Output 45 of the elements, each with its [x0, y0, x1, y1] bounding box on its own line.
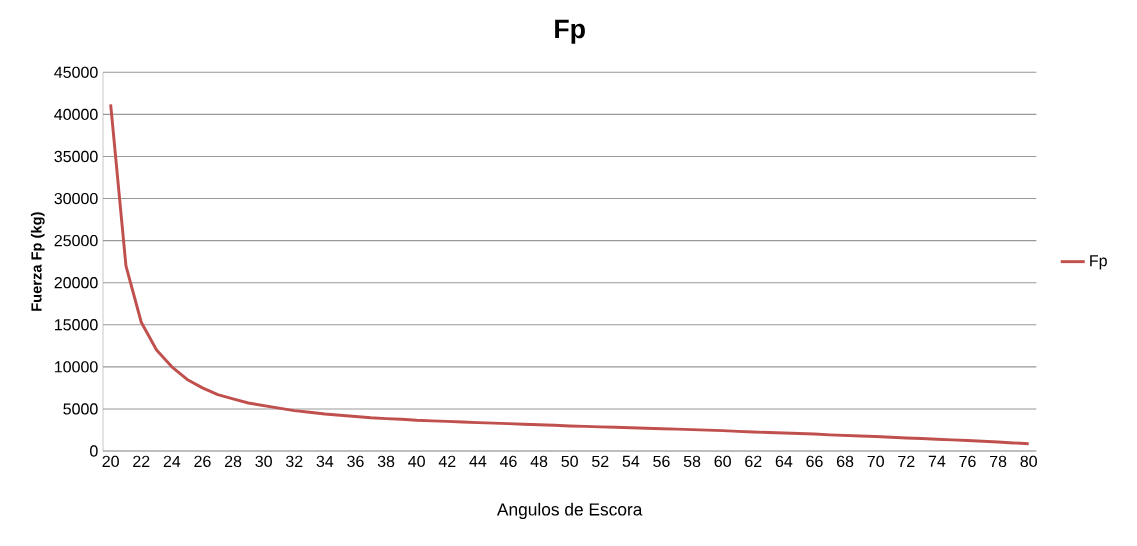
- x-tick-label: 64: [775, 455, 793, 468]
- x-tick-label: 80: [1020, 455, 1037, 468]
- x-tick-label: 30: [255, 455, 272, 468]
- x-tick-label: 26: [194, 455, 211, 468]
- x-tick-label: 56: [653, 455, 670, 468]
- legend-label: Fp: [1090, 255, 1107, 270]
- x-tick-label: 62: [745, 455, 762, 468]
- y-axis-title: Fuerza Fp (kg): [30, 212, 45, 311]
- x-tick-label: 66: [806, 455, 823, 468]
- x-tick-label: 34: [316, 455, 334, 468]
- y-tick-label: 20000: [54, 277, 98, 289]
- y-tick-label: 25000: [54, 234, 98, 247]
- x-tick-label: 24: [163, 455, 181, 467]
- y-tick-label: 5000: [63, 403, 98, 415]
- y-tick-label: 35000: [54, 150, 98, 163]
- x-tick-label: 78: [990, 455, 1007, 468]
- y-tick-label: 15000: [55, 319, 98, 331]
- x-axis-title: Angulos de Escora: [496, 502, 643, 520]
- y-tick-label: 0: [90, 445, 98, 457]
- x-tick-label: 36: [347, 455, 364, 468]
- y-tick-label: 10000: [55, 361, 98, 373]
- x-tick-label: 76: [959, 455, 976, 468]
- y-tick-label: 45000: [54, 66, 98, 78]
- x-tick-label: 58: [683, 455, 701, 468]
- x-tick-label: 60: [714, 455, 731, 468]
- y-tick-label: 40000: [54, 108, 98, 121]
- chart-title: Fp: [555, 19, 585, 44]
- x-tick-label: 44: [469, 455, 487, 467]
- x-tick-label: 48: [530, 455, 548, 468]
- x-tick-label: 46: [499, 455, 517, 468]
- x-tick-label: 20: [102, 455, 119, 468]
- x-tick-label: 42: [438, 455, 456, 467]
- x-tick-label: 32: [285, 455, 303, 468]
- x-tick-label: 50: [561, 455, 578, 468]
- y-tick-label: 30000: [54, 192, 98, 205]
- x-tick-label: 54: [622, 455, 640, 467]
- x-tick-label: 68: [837, 455, 854, 468]
- x-tick-label: 52: [592, 455, 609, 468]
- x-tick-label: 38: [377, 455, 395, 468]
- x-tick-label: 28: [224, 455, 242, 468]
- x-tick-label: 22: [133, 455, 150, 467]
- x-tick-label: 72: [898, 455, 915, 467]
- x-tick-label: 40: [408, 455, 425, 468]
- x-tick-label: 70: [867, 455, 884, 468]
- x-tick-label: 74: [928, 455, 946, 467]
